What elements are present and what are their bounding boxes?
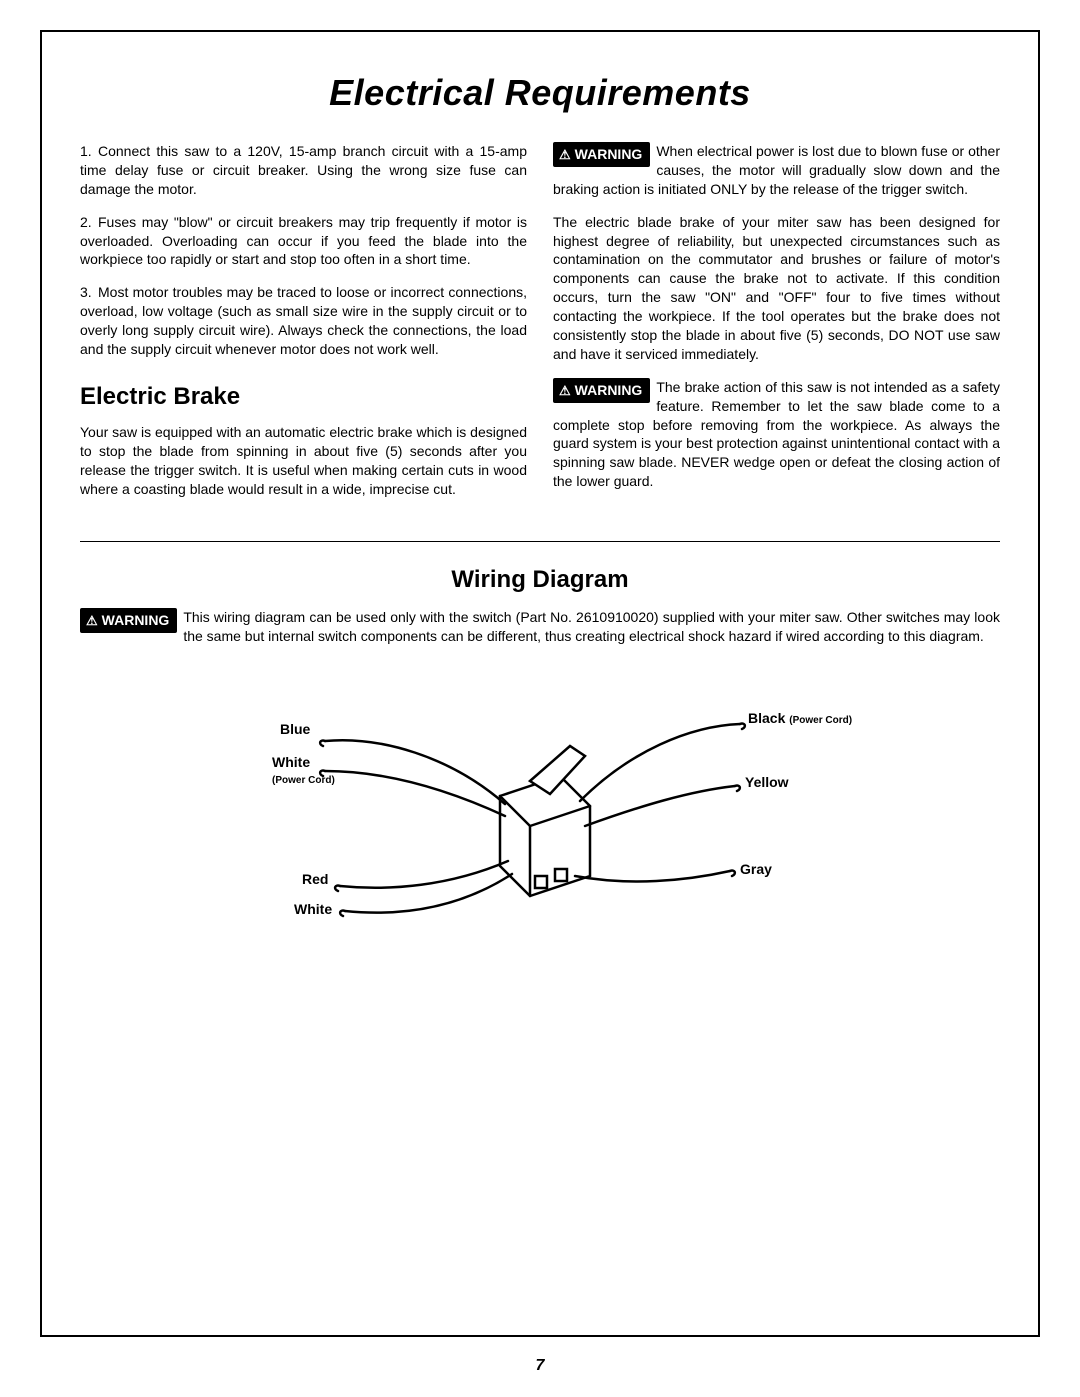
warning-2: ⚠WARNING The brake action of this saw is… xyxy=(553,378,1000,491)
label-white-top-text: White xyxy=(272,754,310,770)
brake-info-para: The electric blade brake of your miter s… xyxy=(553,213,1000,364)
label-black-text: Black xyxy=(748,710,785,726)
label-white-top-sub: (Power Cord) xyxy=(272,775,335,786)
page-number: 7 xyxy=(0,1357,1080,1375)
wiring-heading: Wiring Diagram xyxy=(80,566,1000,594)
warning-2-label: WARNING xyxy=(575,382,643,398)
label-red: Red xyxy=(302,871,328,887)
label-black: Black (Power Cord) xyxy=(748,710,852,726)
warning-triangle-icon: ⚠ xyxy=(559,382,571,400)
page-title: Electrical Requirements xyxy=(80,72,1000,114)
warning-triangle-icon: ⚠ xyxy=(86,612,98,630)
num-3: 3. xyxy=(80,283,98,302)
left-para-3: 3.Most motor troubles may be traced to l… xyxy=(80,283,527,359)
left-para-2-text: Fuses may "blow" or circuit breakers may… xyxy=(80,214,527,268)
warning-3-label: WARNING xyxy=(102,612,170,628)
label-blue: Blue xyxy=(280,721,310,737)
wiring-diagram-svg xyxy=(230,676,830,976)
num-1: 1. xyxy=(80,142,98,161)
wiring-warning: ⚠WARNING This wiring diagram can be used… xyxy=(80,608,1000,646)
left-para-2: 2.Fuses may "blow" or circuit breakers m… xyxy=(80,213,527,270)
label-yellow: Yellow xyxy=(745,774,789,790)
warning-1: ⚠WARNING When electrical power is lost d… xyxy=(553,142,1000,199)
left-para-1: 1.Connect this saw to a 120V, 15-amp bra… xyxy=(80,142,527,199)
num-2: 2. xyxy=(80,213,98,232)
page-frame: Electrical Requirements 1.Connect this s… xyxy=(40,30,1040,1337)
warning-triangle-icon: ⚠ xyxy=(559,146,571,164)
label-black-sub: (Power Cord) xyxy=(789,715,852,726)
two-column-layout: 1.Connect this saw to a 120V, 15-amp bra… xyxy=(80,142,1000,513)
left-column: 1.Connect this saw to a 120V, 15-amp bra… xyxy=(80,142,527,513)
wiring-diagram: Blue White (Power Cord) Red White Black … xyxy=(80,676,1000,976)
warning-badge-1: ⚠WARNING xyxy=(553,142,650,167)
right-column: ⚠WARNING When electrical power is lost d… xyxy=(553,142,1000,513)
section-divider xyxy=(80,541,1000,542)
label-white-bot: White xyxy=(294,901,332,917)
warning-1-label: WARNING xyxy=(575,146,643,162)
label-white-top: White (Power Cord) xyxy=(272,754,335,786)
label-gray: Gray xyxy=(740,861,772,877)
left-para-1-text: Connect this saw to a 120V, 15-amp branc… xyxy=(80,143,527,197)
electric-brake-para: Your saw is equipped with an automatic e… xyxy=(80,423,527,499)
warning-badge-2: ⚠WARNING xyxy=(553,378,650,403)
electric-brake-heading: Electric Brake xyxy=(80,381,527,413)
left-para-3-text: Most motor troubles may be traced to loo… xyxy=(80,284,527,357)
wiring-warning-text: This wiring diagram can be used only wit… xyxy=(183,609,1000,644)
warning-badge-3: ⚠WARNING xyxy=(80,608,177,633)
